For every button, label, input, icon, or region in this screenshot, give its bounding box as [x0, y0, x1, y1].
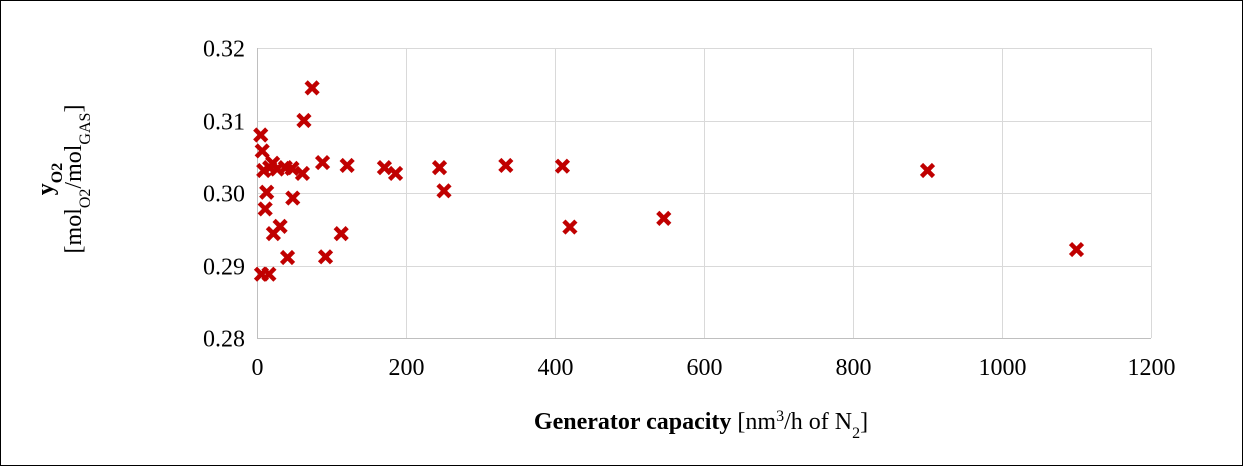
data-point [272, 218, 288, 234]
data-point [261, 266, 277, 282]
data-point [554, 158, 571, 174]
data-point [254, 143, 270, 159]
data-point [656, 210, 672, 226]
data-point [919, 162, 936, 179]
y-tick-label: 0.31 [203, 110, 245, 136]
data-point [431, 160, 448, 176]
x-tick-label: 400 [538, 355, 574, 381]
x-tick-label: 1200 [1128, 355, 1176, 381]
y-tick-label: 0.28 [203, 327, 245, 353]
y-axis-label: yO2 [molO2/molGAS] [33, 105, 94, 254]
data-point [387, 165, 404, 182]
grid-lines [257, 48, 1152, 339]
data-point [279, 249, 296, 266]
data-point [562, 219, 578, 235]
data-point [1068, 241, 1085, 258]
x-tick-label: 600 [687, 355, 723, 381]
data-point [498, 157, 514, 174]
data-points [253, 80, 1085, 282]
data-point [339, 157, 355, 174]
data-point [284, 160, 300, 176]
data-point [317, 249, 334, 265]
x-tick-label: 0 [252, 355, 264, 381]
x-tick-label: 1000 [979, 355, 1027, 381]
data-point [285, 190, 301, 206]
data-point [333, 226, 349, 242]
data-point [376, 160, 392, 176]
y-axis-symbol: yO2 [33, 163, 66, 195]
x-tick-label: 200 [389, 355, 425, 381]
tick-labels: 0.28 0.29 0.30 0.31 0.32 0 200 400 600 800 1000 120… [203, 37, 1176, 382]
y-axis-unit: [molO2/molGAS] [61, 105, 94, 254]
data-point [253, 127, 269, 143]
data-point [436, 183, 452, 199]
y-tick-label: 0.29 [203, 255, 245, 281]
x-axis-label: Generator capacity [nm3/h of N2] [534, 408, 868, 442]
data-point [257, 201, 273, 217]
data-point [314, 154, 331, 171]
data-point [294, 165, 311, 182]
y-tick-label: 0.30 [203, 182, 245, 208]
x-tick-label: 800 [836, 355, 872, 381]
y-tick-label: 0.32 [203, 37, 245, 63]
data-point [259, 184, 275, 200]
data-point [296, 112, 312, 129]
data-point [304, 80, 320, 96]
